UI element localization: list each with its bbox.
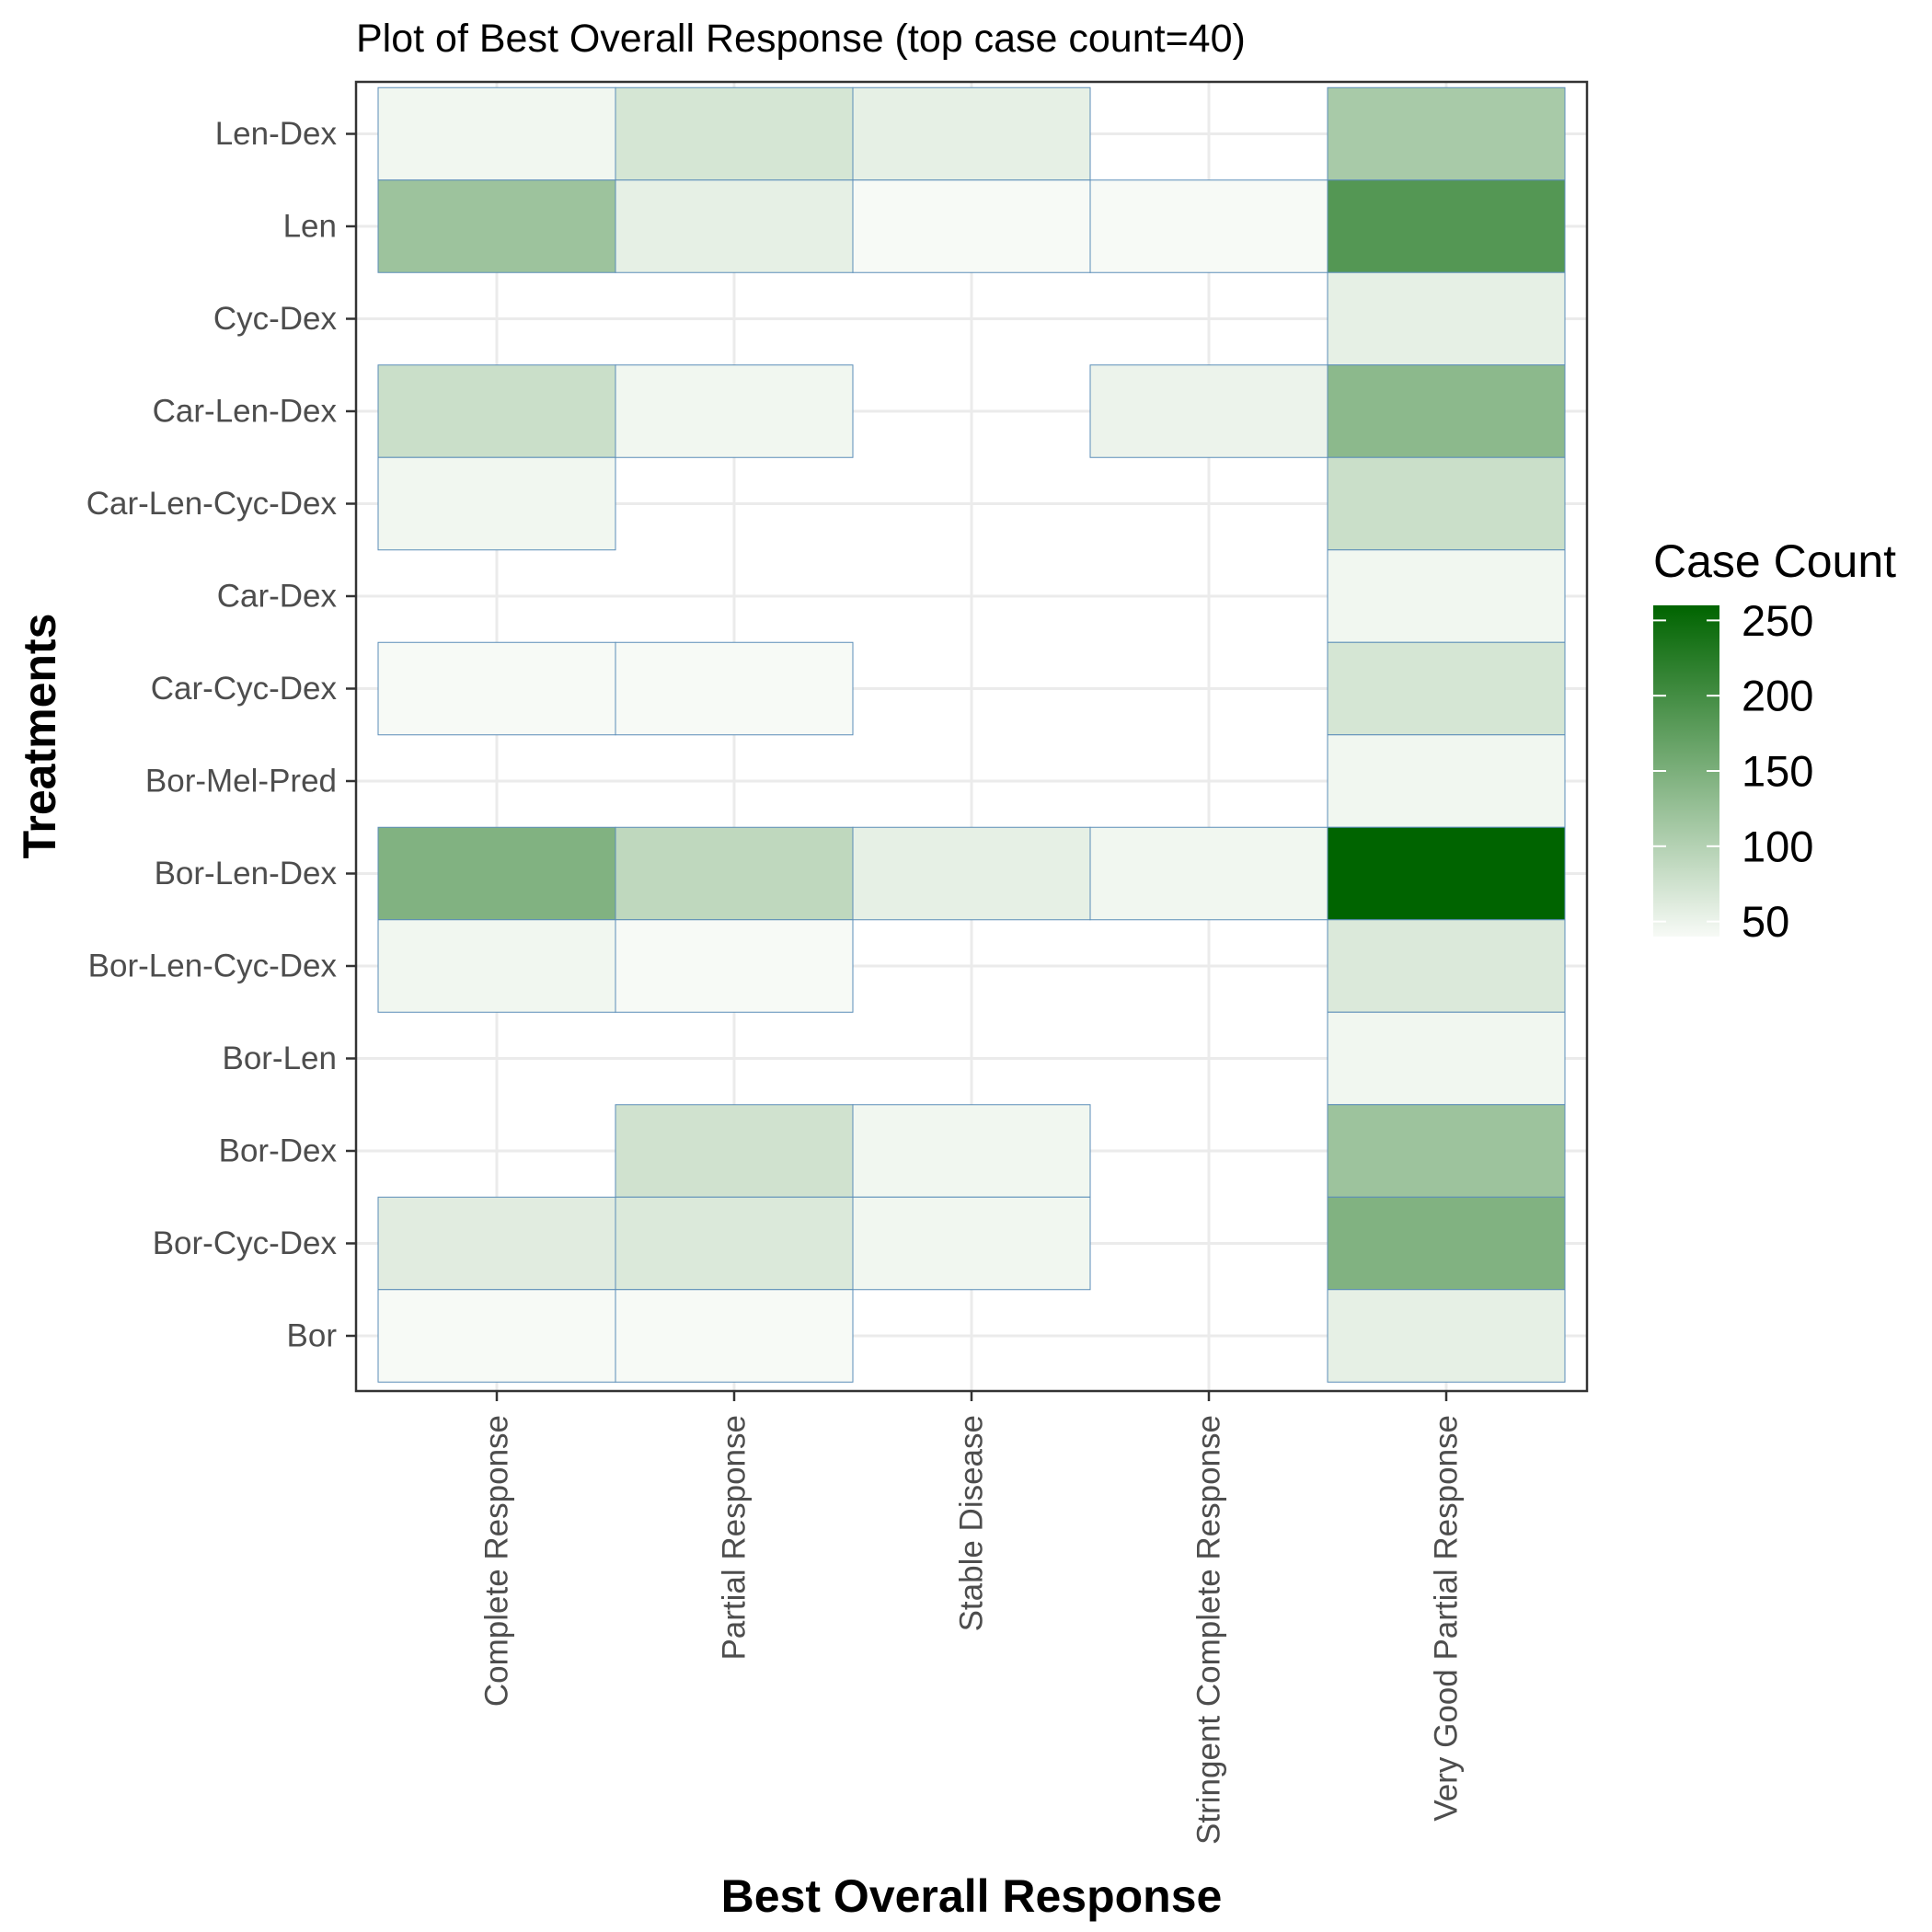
chart-title: Plot of Best Overall Response (top case … <box>356 17 1246 61</box>
heatmap-cell <box>615 179 854 273</box>
y-axis: Bor Bor-Cyc-Dex Bor-Dex Bor-Len Bor-Len-Cyc-… <box>86 116 356 1354</box>
heatmap-cell <box>1327 86 1566 181</box>
heatmap-cell <box>1089 826 1328 921</box>
y-tick-label: Bor-Cyc-Dex <box>153 1225 338 1261</box>
x-axis: Complete Response Partial Response Stable … <box>479 1391 1465 1845</box>
y-tick-label: Bor <box>287 1318 338 1354</box>
heatmap-cell <box>852 179 1091 273</box>
heatmap-cell <box>615 86 854 181</box>
y-tick-label: Car-Len-Cyc-Dex <box>86 486 338 522</box>
y-tick-label: Bor-Len-Dex <box>155 856 338 891</box>
y-tick-label: Cyc-Dex <box>213 301 338 337</box>
heatmap-cell <box>1327 1104 1566 1198</box>
heatmap-cell <box>852 826 1091 921</box>
legend-ticks: 50 100 150 200 250 <box>1653 596 1813 946</box>
heatmap-cell <box>1089 364 1328 458</box>
heatmap-cell <box>615 1289 854 1383</box>
heatmap-cell <box>377 86 616 181</box>
heatmap-cell <box>377 1196 616 1291</box>
y-tick-label: Len <box>283 209 337 245</box>
heatmap-cell <box>1327 1289 1566 1383</box>
heatmap-cell <box>852 86 1091 181</box>
x-tick-label: Stable Disease <box>954 1415 990 1631</box>
heatmap-cell <box>1327 1196 1566 1291</box>
y-tick-label: Bor-Len <box>222 1041 337 1076</box>
heatmap-cell <box>615 919 854 1013</box>
heatmap-cell <box>1327 919 1566 1013</box>
heatmap-cell <box>1327 364 1566 458</box>
heatmap-cells <box>377 86 1566 1383</box>
y-tick-label: Bor-Len-Cyc-Dex <box>88 949 338 984</box>
x-axis-title: Best Overall Response <box>721 1870 1223 1922</box>
heatmap-cell <box>377 919 616 1013</box>
y-tick-label: Bor-Mel-Pred <box>145 764 337 799</box>
heatmap-cell <box>1327 1011 1566 1106</box>
heatmap-cell <box>615 641 854 736</box>
legend-tick-label: 150 <box>1742 747 1813 796</box>
legend-title: Case Count <box>1653 535 1896 587</box>
x-tick-label: Partial Response <box>717 1415 753 1661</box>
heatmap-cell <box>615 1196 854 1291</box>
heatmap-cell <box>615 364 854 458</box>
y-tick-label: Car-Dex <box>217 579 338 615</box>
y-tick-label: Bor-Dex <box>219 1133 338 1169</box>
heatmap-cell <box>377 826 616 921</box>
x-tick-label: Very Good Partial Response <box>1429 1415 1465 1822</box>
heatmap-cell <box>1089 179 1328 273</box>
heatmap-cell <box>1327 549 1566 643</box>
heatmap-cell <box>377 179 616 273</box>
x-tick-label: Complete Response <box>479 1415 515 1707</box>
heatmap-cell <box>615 1104 854 1198</box>
y-axis-title: Treatments <box>14 614 65 859</box>
legend-tick-label: 250 <box>1742 596 1813 645</box>
heatmap-cell <box>1327 456 1566 551</box>
heatmap-cell <box>1327 271 1566 366</box>
heatmap-cell <box>1327 641 1566 736</box>
heatmap-cell <box>377 641 616 736</box>
heatmap-cell <box>377 456 616 551</box>
legend-tick-label: 200 <box>1742 672 1813 720</box>
x-tick-label: Stringent Complete Response <box>1191 1415 1227 1845</box>
y-tick-label: Car-Cyc-Dex <box>151 671 338 707</box>
heatmap-cell <box>1327 734 1566 828</box>
plot-panel <box>354 80 1589 1393</box>
legend-tick-label: 50 <box>1742 897 1789 946</box>
legend-tick-label: 100 <box>1742 822 1813 870</box>
y-tick-label: Len-Dex <box>215 116 338 152</box>
heatmap-cell <box>615 826 854 921</box>
legend: Case Count 50 100 150 200 250 <box>1653 535 1896 946</box>
heatmap-cell <box>377 1289 616 1383</box>
y-tick-label: Car-Len-Dex <box>153 394 338 430</box>
heatmap-cell <box>377 364 616 458</box>
heatmap-cell <box>1327 826 1566 921</box>
heatmap-cell <box>852 1196 1091 1291</box>
heatmap-cell <box>852 1104 1091 1198</box>
heatmap-cell <box>1327 179 1566 273</box>
